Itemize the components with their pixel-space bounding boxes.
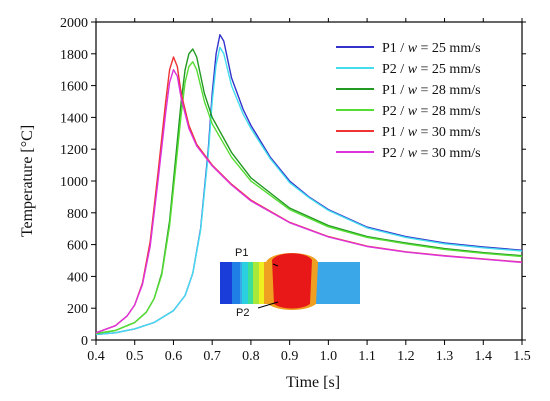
legend-label-3: P1 / w = 28 mm/s [382, 83, 481, 98]
y-tick-label: 800 [67, 207, 88, 222]
y-tick-label: 1400 [60, 111, 88, 126]
x-tick-label: 0.9 [281, 349, 299, 364]
x-tick-label: 1.1 [358, 349, 376, 364]
y-tick-label: 1600 [60, 80, 88, 95]
legend: P1 / w = 25 mm/s P2 / w = 25 mm/s P1 / w =… [336, 41, 481, 161]
x-tick-label: 0.5 [126, 349, 144, 364]
x-tick-label: 1.5 [513, 349, 531, 364]
y-tick-label: 0 [81, 334, 88, 349]
inset-p1-pointer [272, 263, 279, 267]
legend-label-2: P2 / w = 25 mm/s [382, 62, 481, 77]
y-tick-label: 2000 [60, 16, 88, 31]
inset-temperature-band [264, 262, 269, 304]
legend-label-1: P1 / w = 25 mm/s [382, 41, 481, 56]
inset-temperature-band [242, 262, 248, 304]
x-tick-label: 0.6 [165, 349, 183, 364]
legend-label-5: P1 / w = 30 mm/s [382, 125, 481, 140]
y-tick-label: 1200 [60, 143, 88, 158]
y-tick-label: 200 [67, 302, 88, 317]
inset-p2-pointer [257, 301, 279, 309]
series-line-2 [95, 46, 523, 336]
inset-temperature-band [253, 262, 259, 304]
inset-fusion-zone [272, 253, 312, 309]
legend-label-4: P2 / w = 28 mm/s [382, 104, 481, 119]
x-tick-label: 1.0 [320, 349, 338, 364]
y-tick-label: 400 [67, 270, 88, 285]
x-axis-title: Time [s] [286, 374, 340, 391]
x-tick-label: 1.2 [397, 349, 415, 364]
inset-temperature-band [232, 262, 240, 304]
inset-temperature-band [248, 262, 253, 304]
y-axis-title: Temperature [°C] [19, 125, 36, 237]
series-lines [95, 34, 523, 336]
x-tick-label: 1.3 [436, 349, 454, 364]
series-line-6 [95, 69, 523, 334]
inset-temperature-band [259, 262, 264, 304]
y-tick-label: 1000 [60, 175, 88, 190]
weld-cross-section-inset: P1 P2 [220, 247, 360, 319]
inset-temperature-band [220, 262, 232, 304]
legend-label-6: P2 / w = 30 mm/s [382, 146, 481, 161]
x-tick-label: 1.4 [475, 349, 493, 364]
y-tick-label: 600 [67, 239, 88, 254]
y-tick-label: 1800 [60, 48, 88, 63]
inset-label-p1: P1 [235, 247, 248, 259]
series-line-4 [95, 61, 523, 335]
x-tick-label: 0.4 [87, 349, 105, 364]
inset-label-p2: P2 [236, 307, 249, 319]
x-tick-label: 0.8 [242, 349, 260, 364]
tick-marks: 0.4 0.5 0.6 0.7 0.8 0.9 1.0 1.1 1.2 1.3 1.4 1.5 0 200… [60, 16, 531, 364]
x-tick-label: 0.7 [203, 349, 221, 364]
